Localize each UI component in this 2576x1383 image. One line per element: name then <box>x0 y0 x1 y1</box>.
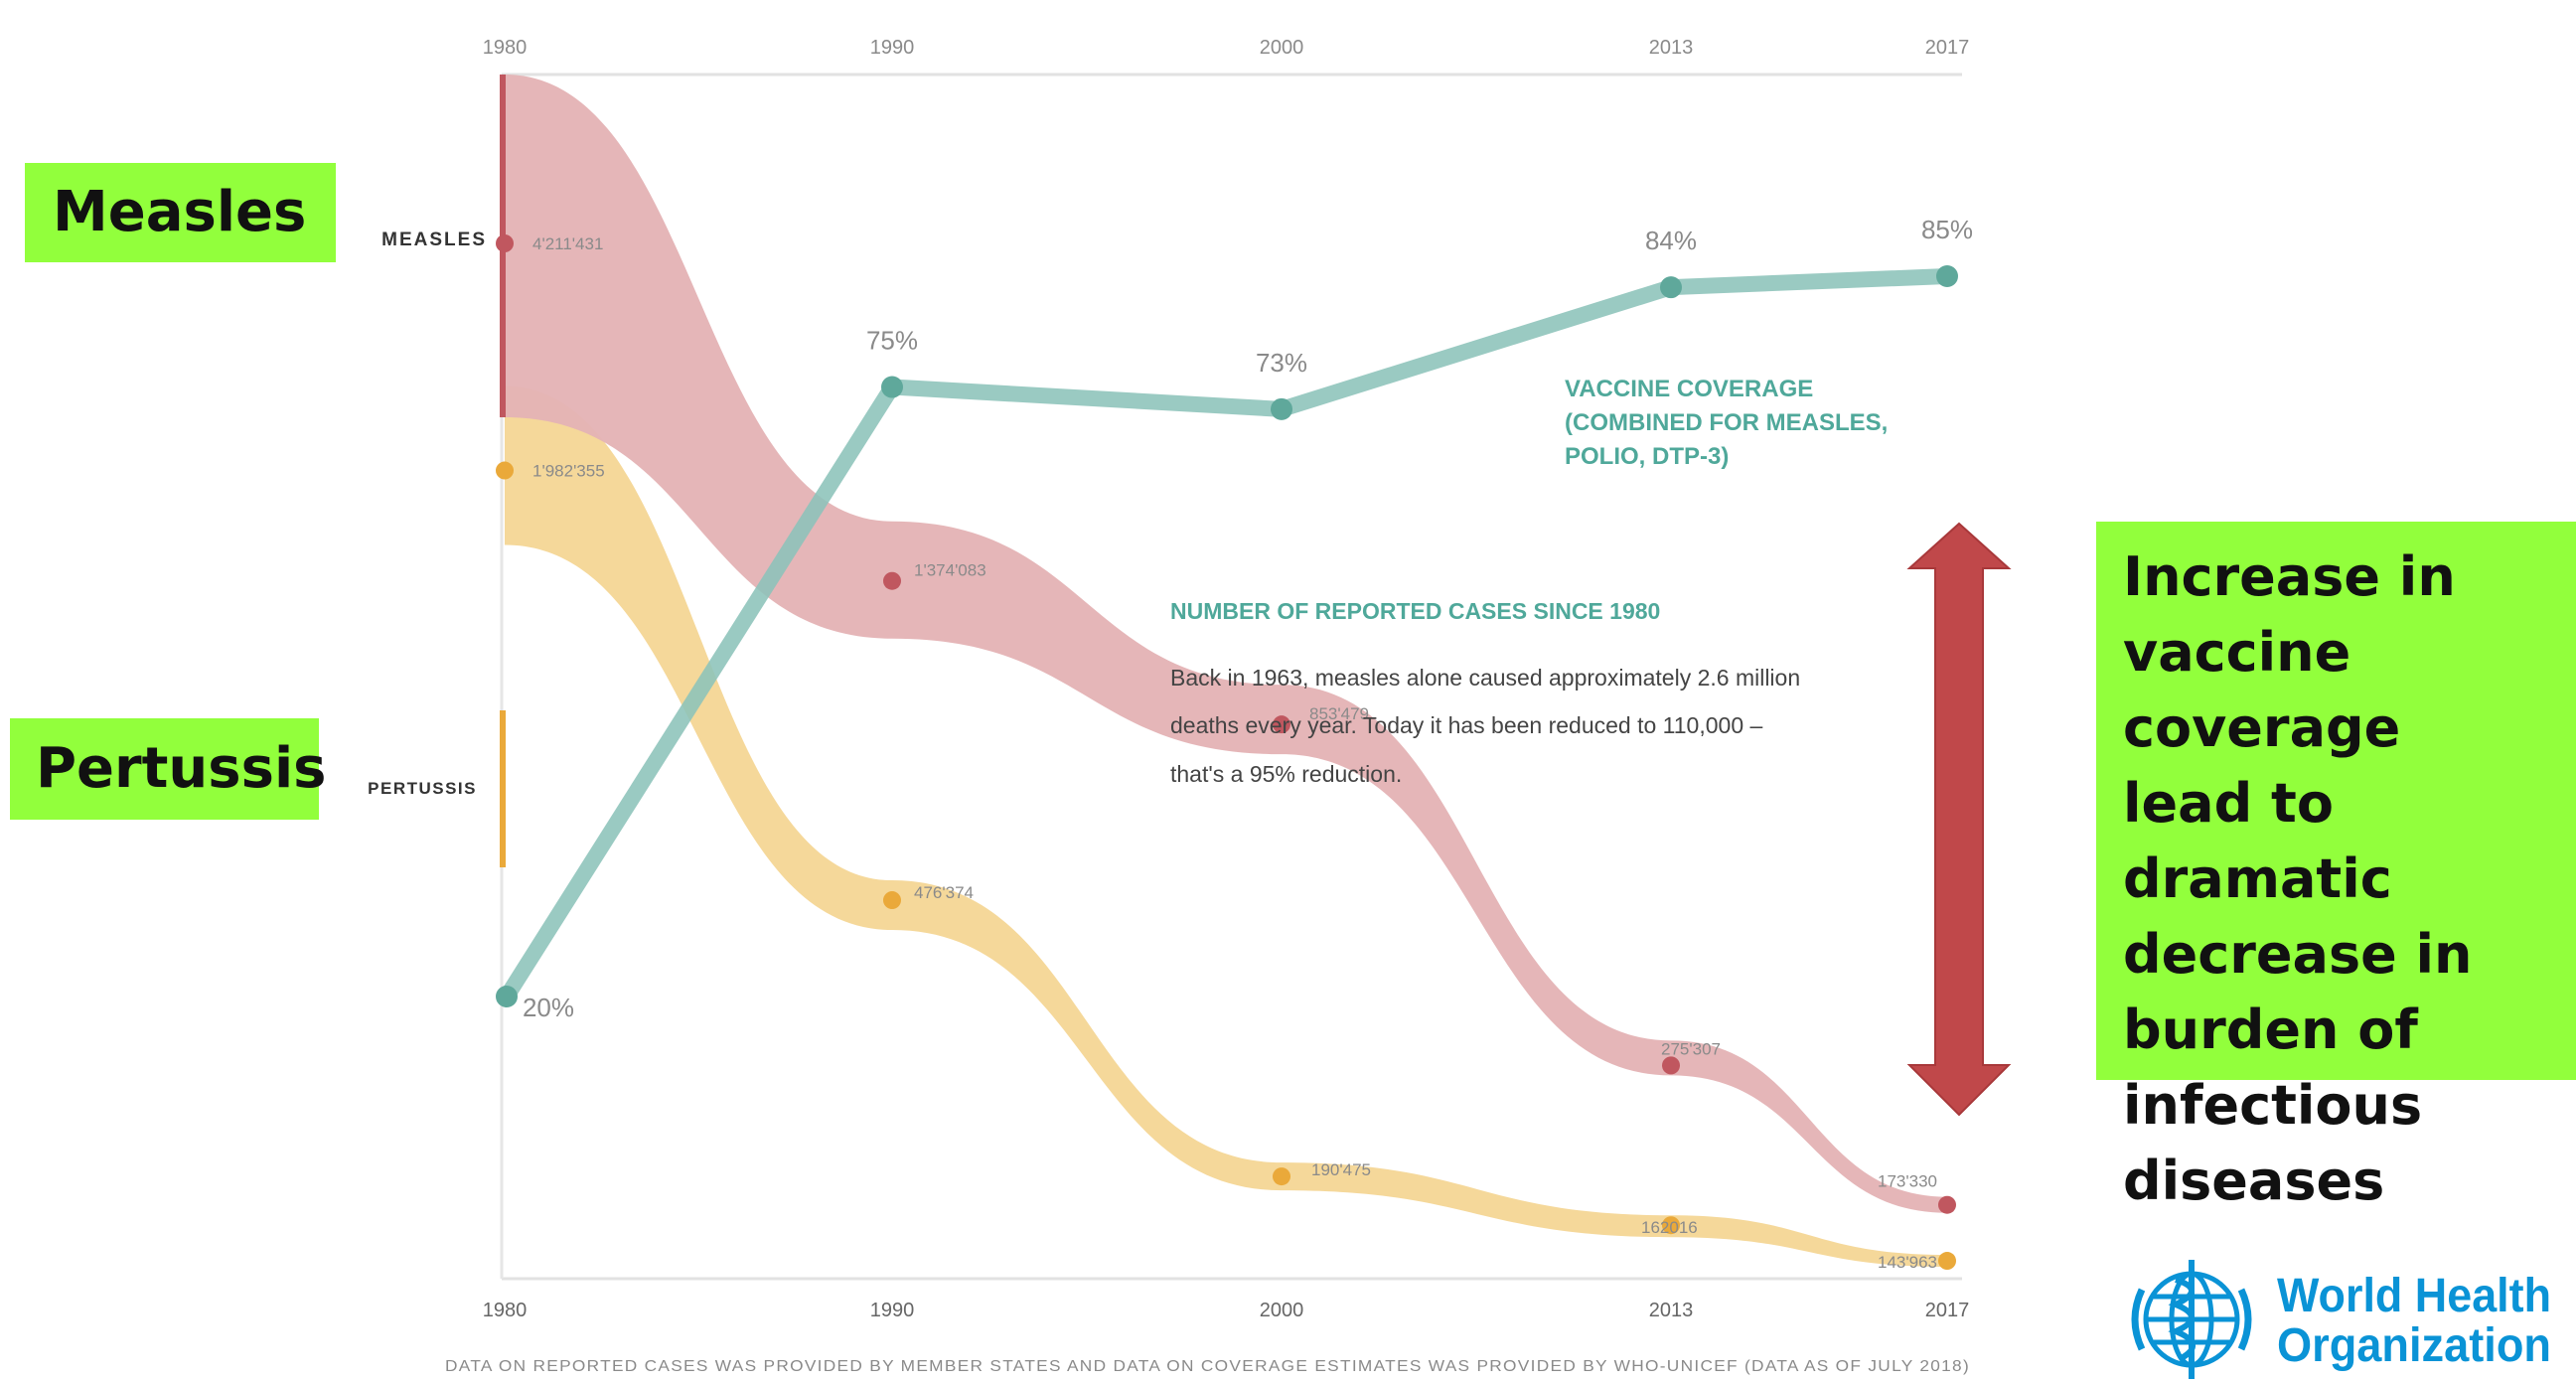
pertussis-point-1980 <box>496 461 514 480</box>
pertussis-label-1990: 476'374 <box>914 883 974 902</box>
pertussis-point-2013 <box>1662 1216 1680 1235</box>
bottom-tick-label-2013: 2013 <box>1649 1300 1694 1321</box>
coverage-label-1990: 75% <box>866 326 918 356</box>
measles-label-2013: 275'307 <box>1661 1039 1721 1058</box>
pertussis-point-2017 <box>1938 1252 1956 1271</box>
pertussis-label-2000: 190'475 <box>1311 1160 1371 1179</box>
center-title: NUMBER OF REPORTED CASES SINCE 1980 <box>1170 598 1660 624</box>
series-name-pertussis: PERTUSSIS <box>368 779 477 798</box>
logo-text-line-1: World Health <box>2277 1270 2551 1322</box>
coverage-point-2000 <box>1271 397 1292 420</box>
measles-point-2000 <box>1273 715 1290 734</box>
top-axis-ticks: 1980 1990 2000 2013 2017 <box>483 37 1970 59</box>
coverage-point-1980 <box>496 986 518 1007</box>
measles-point-2017 <box>1938 1195 1956 1214</box>
bottom-axis-ticks: 1980 1990 2000 2013 2017 <box>483 1300 1970 1321</box>
bottom-tick-label-2017: 2017 <box>1925 1300 1970 1321</box>
coverage-annotation: VACCINE COVERAGE (COMBINED FOR MEASLES, … <box>1565 376 1888 470</box>
top-tick-label-2000: 2000 <box>1260 37 1304 59</box>
world-health-organization-logo: World Health Organization <box>2131 1260 2551 1379</box>
logo-text-line-2: Organization <box>2277 1319 2551 1372</box>
coverage-point-2017 <box>1936 265 1958 287</box>
measles-label-1990: 1'374'083 <box>914 561 986 580</box>
coverage-annotation-line-2: (COMBINED FOR MEASLES, <box>1565 409 1888 436</box>
top-tick-label-2013: 2013 <box>1649 37 1694 59</box>
coverage-point-1990 <box>881 376 903 398</box>
pertussis-point-2000 <box>1273 1167 1290 1186</box>
center-text-line-3: that's a 95% reduction. <box>1170 761 1402 787</box>
coverage-label-2000: 73% <box>1256 348 1307 378</box>
message-line-3: lead to dramatic <box>2123 772 2392 910</box>
chart-marks: 4'211'431 1'374'083 853'479 275'307 173'330 1… <box>496 215 1973 1272</box>
series-name-measles: MEASLES <box>381 230 487 250</box>
measles-point-1990 <box>883 571 901 590</box>
coverage-point-2013 <box>1660 276 1682 299</box>
message-line-7: diseases <box>2123 1150 2385 1212</box>
who-emblem-icon <box>2131 1260 2252 1379</box>
center-text-block: NUMBER OF REPORTED CASES SINCE 1980 Back… <box>1170 598 1800 787</box>
top-tick-label-1990: 1990 <box>870 37 915 59</box>
pertussis-label-2017: 143'963 <box>1878 1253 1937 1272</box>
measles-point-1980 <box>496 234 514 252</box>
pertussis-label-1980: 1'982'355 <box>532 462 605 481</box>
message-line-4: decrease in <box>2123 923 2473 986</box>
message-line-2: vaccine coverage <box>2123 621 2401 759</box>
pertussis-callout: Pertussis <box>10 718 326 820</box>
top-tick-label-2017: 2017 <box>1925 37 1970 59</box>
bottom-tick-label-1980: 1980 <box>483 1300 528 1321</box>
measles-callout: Measles <box>25 163 336 262</box>
center-text-line-1: Back in 1963, measles alone caused appro… <box>1170 665 1800 691</box>
pertussis-point-1990 <box>883 891 901 910</box>
coverage-annotation-line-1: VACCINE COVERAGE <box>1565 376 1813 402</box>
bottom-tick-label-1990: 1990 <box>870 1300 915 1321</box>
measles-label-2017: 173'330 <box>1878 1172 1937 1191</box>
double-arrow <box>1906 522 2012 1117</box>
pertussis-band <box>505 385 1947 1268</box>
top-tick-label-1980: 1980 <box>483 37 528 59</box>
message-callout: Increase in vaccine coverage lead to dra… <box>2096 522 2576 1212</box>
message-line-1: Increase in <box>2123 545 2456 608</box>
coverage-label-2017: 85% <box>1921 215 1973 244</box>
coverage-label-1980: 20% <box>523 993 574 1022</box>
center-text-line-2: deaths every year. Today it has been red… <box>1170 712 1763 738</box>
coverage-label-2013: 84% <box>1645 226 1697 255</box>
coverage-annotation-line-3: POLIO, DTP-3) <box>1565 443 1729 470</box>
bottom-tick-label-2000: 2000 <box>1260 1300 1304 1321</box>
measles-label-1980: 4'211'431 <box>532 234 603 253</box>
message-line-5: burden of <box>2123 999 2418 1061</box>
measles-label-2000: 853'479 <box>1309 704 1369 723</box>
message-line-6: infectious <box>2123 1074 2423 1137</box>
footnote: DATA ON REPORTED CASES WAS PROVIDED BY M… <box>445 1358 1970 1375</box>
series-names: MEASLES PERTUSSIS <box>368 230 487 798</box>
pertussis-label-2013: 162016 <box>1641 1218 1698 1237</box>
measles-point-2013 <box>1662 1056 1680 1075</box>
